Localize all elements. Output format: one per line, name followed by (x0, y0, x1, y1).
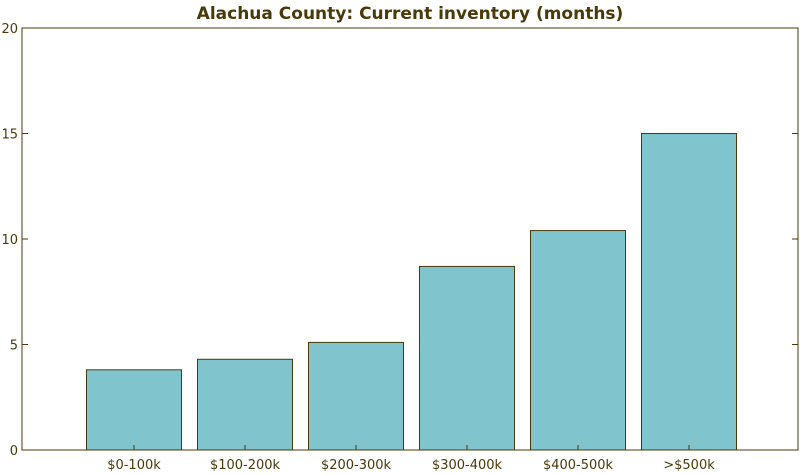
y-tick-label: 20 (1, 22, 18, 37)
bar-5 (641, 133, 737, 451)
x-axis: $0-100k $100-200k $200-300k $300-400k $400-5… (107, 445, 715, 473)
x-tick-label: $200-300k (321, 458, 392, 473)
bar-0 (86, 369, 182, 451)
bar-1 (197, 358, 293, 451)
y-axis: 0 5 10 15 20 (1, 22, 798, 459)
y-tick-label: 15 (1, 128, 18, 143)
y-tick-label: 0 (10, 444, 18, 459)
y-tick-label: 10 (1, 233, 18, 248)
x-tick-label: $100-200k (210, 458, 281, 473)
x-tick-label: $0-100k (107, 458, 161, 473)
bar-4 (530, 230, 626, 451)
bar-series (86, 133, 737, 451)
x-tick-label: >$500k (663, 458, 715, 473)
chart-title: Alachua County: Current inventory (month… (197, 4, 624, 24)
bar-2 (308, 341, 404, 451)
x-tick-label: $300-400k (432, 458, 503, 473)
x-tick-label: $400-500k (543, 458, 614, 473)
bar-3 (419, 265, 515, 451)
y-tick-label: 5 (10, 339, 18, 354)
